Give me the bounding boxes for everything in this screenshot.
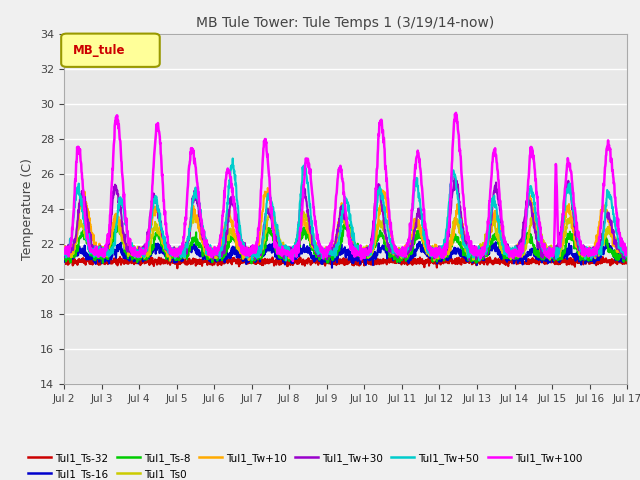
Text: MB_tule: MB_tule — [72, 44, 125, 57]
Legend: Tul1_Ts-32, Tul1_Ts-16, Tul1_Ts-8, Tul1_Ts0, Tul1_Tw+10, Tul1_Tw+30, Tul1_Tw+50,: Tul1_Ts-32, Tul1_Ts-16, Tul1_Ts-8, Tul1_… — [24, 448, 586, 480]
FancyBboxPatch shape — [61, 34, 160, 67]
Y-axis label: Temperature (C): Temperature (C) — [22, 158, 35, 260]
Title: MB Tule Tower: Tule Temps 1 (3/19/14-now): MB Tule Tower: Tule Temps 1 (3/19/14-now… — [196, 16, 495, 30]
